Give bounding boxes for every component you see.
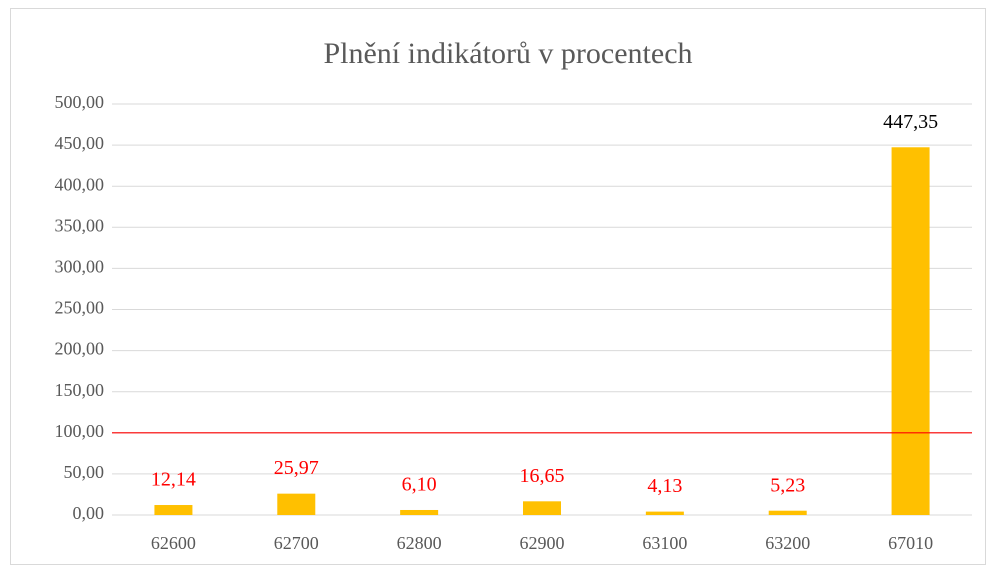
- x-tick-label: 62600: [151, 533, 196, 553]
- x-tick-label: 62800: [397, 533, 442, 553]
- y-tick-label: 350,00: [55, 215, 105, 235]
- data-label: 12,14: [151, 469, 196, 491]
- data-label: 6,10: [402, 474, 437, 496]
- x-tick-label: 63100: [642, 533, 687, 553]
- y-tick-label: 250,00: [55, 298, 105, 318]
- data-label: 5,23: [770, 474, 805, 496]
- bar: [523, 501, 561, 515]
- y-tick-label: 400,00: [55, 174, 105, 194]
- y-tick-label: 200,00: [55, 339, 105, 359]
- data-label: 16,65: [520, 465, 565, 487]
- bar: [277, 493, 316, 515]
- bar: [645, 511, 684, 515]
- bar: [154, 505, 193, 515]
- chart-border: [10, 8, 986, 565]
- y-tick-label: 300,00: [55, 257, 105, 277]
- data-label: 4,13: [647, 475, 682, 497]
- y-tick-label: 150,00: [55, 380, 105, 400]
- bar: [400, 509, 439, 515]
- data-label: 25,97: [274, 457, 319, 479]
- chart-title: Plnění indikátorů v procentech: [323, 37, 692, 70]
- data-label: 447,35: [883, 111, 938, 133]
- x-tick-label: 62900: [520, 533, 565, 553]
- x-tick-label: 63200: [765, 533, 810, 553]
- bar: [768, 510, 807, 515]
- bar: [891, 147, 930, 515]
- y-tick-label: 500,00: [55, 92, 105, 112]
- y-tick-label: 100,00: [55, 421, 105, 441]
- y-tick-label: 450,00: [55, 133, 105, 153]
- y-tick-label: 50,00: [64, 462, 105, 482]
- x-tick-label: 67010: [888, 533, 933, 553]
- y-tick-label: 0,00: [73, 503, 105, 523]
- x-tick-label: 62700: [274, 533, 319, 553]
